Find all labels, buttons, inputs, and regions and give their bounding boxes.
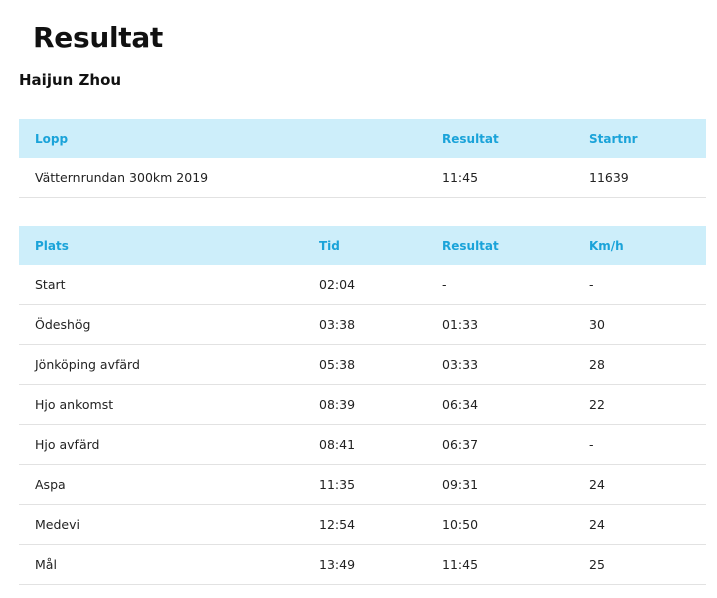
table-row: Medevi 12:54 10:50 24	[19, 504, 706, 545]
race-table: Lopp Resultat Startnr Vätternrundan 300k…	[19, 119, 706, 198]
result-cell: -	[426, 265, 573, 305]
table-row: Start 02:04- -	[19, 265, 706, 305]
speed-cell: 24	[573, 464, 706, 505]
race-name-cell: Vätternrundan 300km 2019	[19, 158, 426, 198]
page-title: Resultat	[33, 21, 164, 54]
place-cell: Medevi	[19, 504, 303, 545]
time-cell: 13:49	[303, 544, 426, 585]
speed-cell: -	[573, 265, 706, 305]
race-result-cell: 11:45	[426, 158, 573, 198]
place-cell: Hjo ankomst	[19, 384, 303, 425]
speed-cell: 22	[573, 384, 706, 425]
speed-cell: 28	[573, 344, 706, 385]
time-cell: 11:35	[303, 464, 426, 505]
result-cell: 06:34	[426, 384, 573, 425]
place-cell: Start	[19, 265, 303, 305]
result-cell: 11:45	[426, 544, 573, 585]
column-header-startnr: Startnr	[573, 119, 706, 158]
speed-cell: 25	[573, 544, 706, 585]
speed-cell: 24	[573, 504, 706, 545]
place-cell: Aspa	[19, 464, 303, 505]
speed-cell: 30	[573, 304, 706, 345]
race-startnr-cell: 11639	[573, 158, 706, 198]
table-row: Vätternrundan 300km 2019 11:45 11639	[19, 158, 706, 198]
column-header-kmh: Km/h	[573, 226, 706, 265]
table-row: Ödeshög 03:38 01:33 30	[19, 304, 706, 345]
place-cell: Mål	[19, 544, 303, 585]
column-header-tid: Tid	[303, 226, 426, 265]
table-row: Jönköping avfärd 05:38 03:33 28	[19, 344, 706, 385]
column-header-lopp: Lopp	[19, 119, 426, 158]
speed-cell: -	[573, 424, 706, 465]
result-cell: 01:33	[426, 304, 573, 345]
table-row: Hjo avfärd 08:41 06:37-	[19, 424, 706, 465]
time-cell: 02:04	[303, 265, 426, 305]
time-cell: 03:38	[303, 304, 426, 345]
athlete-name: Haijun Zhou	[19, 71, 122, 89]
column-header-plats: Plats	[19, 226, 303, 265]
result-cell: 10:50	[426, 504, 573, 545]
result-cell: 09:31	[426, 464, 573, 505]
table-row: Aspa 11:35 09:31 24	[19, 464, 706, 505]
result-cell: 06:37	[426, 424, 573, 465]
table-row: Mål 13:49 11:45 25	[19, 544, 706, 585]
place-cell: Ödeshög	[19, 304, 303, 345]
place-cell: Jönköping avfärd	[19, 344, 303, 385]
split-table-header-row: Plats Tid Resultat Km/h	[19, 226, 706, 265]
column-header-resultat: Resultat	[426, 119, 573, 158]
race-table-header-row: Lopp Resultat Startnr	[19, 119, 706, 158]
place-cell: Hjo avfärd	[19, 424, 303, 465]
result-cell: 03:33	[426, 344, 573, 385]
time-cell: 12:54	[303, 504, 426, 545]
column-header-resultat: Resultat	[426, 226, 573, 265]
split-table: Plats Tid Resultat Km/h Start 02:04- - Ödes…	[19, 226, 706, 585]
time-cell: 08:41	[303, 424, 426, 465]
time-cell: 05:38	[303, 344, 426, 385]
time-cell: 08:39	[303, 384, 426, 425]
table-row: Hjo ankomst 08:39 06:34 22	[19, 384, 706, 425]
